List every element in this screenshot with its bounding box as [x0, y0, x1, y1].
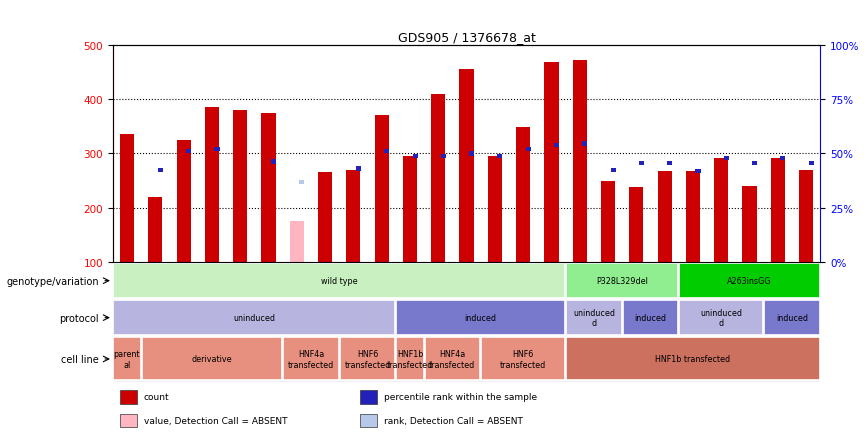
Text: uninduced
d: uninduced d [700, 308, 742, 328]
Bar [566, 264, 678, 298]
Bar [680, 301, 763, 335]
Bar [141, 338, 282, 381]
Bar [385, 149, 390, 154]
Bar [360, 390, 378, 404]
Text: wild type: wild type [321, 276, 358, 286]
Bar [120, 390, 137, 404]
Bar [695, 169, 700, 174]
Bar [214, 148, 220, 152]
Bar [799, 171, 813, 263]
Bar [441, 155, 446, 159]
Bar [283, 338, 339, 381]
Bar [481, 338, 565, 381]
Text: induced: induced [464, 313, 496, 322]
Bar [261, 113, 275, 263]
Bar [120, 135, 134, 263]
Bar [318, 173, 332, 263]
Text: HNF1b
transfected: HNF1b transfected [387, 349, 433, 369]
Bar [356, 167, 361, 171]
Bar [290, 222, 304, 263]
Bar [233, 111, 247, 263]
Bar [148, 197, 162, 263]
Text: induced: induced [776, 313, 808, 322]
Bar [601, 181, 615, 263]
Text: induced: induced [635, 313, 667, 322]
Bar [412, 155, 418, 159]
Bar [680, 264, 819, 298]
Text: HNF4a
transfected: HNF4a transfected [430, 349, 476, 369]
Bar [186, 149, 191, 154]
Bar [488, 157, 502, 263]
Text: HNF6
transfected: HNF6 transfected [345, 349, 391, 369]
Bar [544, 63, 558, 263]
Bar [582, 142, 588, 147]
Bar [526, 148, 531, 152]
Bar [397, 301, 565, 335]
Bar [742, 187, 757, 263]
Bar [339, 338, 395, 381]
Bar [573, 61, 587, 263]
Text: value, Detection Call = ABSENT: value, Detection Call = ABSENT [144, 416, 287, 425]
Bar [299, 180, 305, 184]
Text: HNF1b transfected: HNF1b transfected [655, 355, 731, 364]
Bar [114, 264, 565, 298]
Bar [639, 161, 644, 166]
Bar [771, 158, 785, 263]
Text: P328L329del: P328L329del [596, 276, 648, 286]
Bar [497, 155, 503, 159]
Bar [346, 171, 360, 263]
Bar [205, 108, 219, 263]
Text: parent
al: parent al [114, 349, 141, 369]
Bar [610, 168, 615, 172]
Bar [469, 152, 474, 156]
Bar [658, 172, 672, 263]
Text: count: count [144, 392, 169, 401]
Bar [629, 187, 643, 263]
Bar [431, 95, 445, 263]
Bar [809, 161, 814, 166]
Bar [120, 414, 137, 427]
Text: HNF6
transfected: HNF6 transfected [500, 349, 546, 369]
Text: derivative: derivative [192, 355, 233, 364]
Bar [114, 301, 395, 335]
Bar [686, 172, 700, 263]
Bar [554, 144, 559, 148]
Text: HNF4a
transfected: HNF4a transfected [288, 349, 334, 369]
Text: uninduced: uninduced [233, 313, 275, 322]
Bar [271, 160, 276, 164]
Title: GDS905 / 1376678_at: GDS905 / 1376678_at [398, 31, 536, 44]
Bar [622, 301, 678, 335]
Text: A263insGG: A263insGG [727, 276, 772, 286]
Bar [724, 156, 729, 161]
Bar [566, 301, 621, 335]
Text: rank, Detection Call = ABSENT: rank, Detection Call = ABSENT [385, 416, 523, 425]
Bar [158, 168, 163, 172]
Bar [424, 338, 480, 381]
Bar [667, 161, 673, 166]
Bar [566, 338, 819, 381]
Text: uninduced
d: uninduced d [573, 308, 615, 328]
Bar [764, 301, 819, 335]
Bar [114, 338, 141, 381]
Text: cell line: cell line [61, 354, 99, 364]
Bar [752, 161, 757, 166]
Bar [516, 128, 530, 263]
Text: percentile rank within the sample: percentile rank within the sample [385, 392, 537, 401]
Bar [375, 116, 389, 263]
Bar [780, 156, 786, 161]
Bar [360, 414, 378, 427]
Bar [459, 70, 474, 263]
Bar [397, 338, 424, 381]
Bar [714, 158, 728, 263]
Bar [403, 157, 417, 263]
Text: genotype/variation: genotype/variation [6, 276, 99, 286]
Text: protocol: protocol [59, 313, 99, 323]
Bar [176, 141, 191, 263]
